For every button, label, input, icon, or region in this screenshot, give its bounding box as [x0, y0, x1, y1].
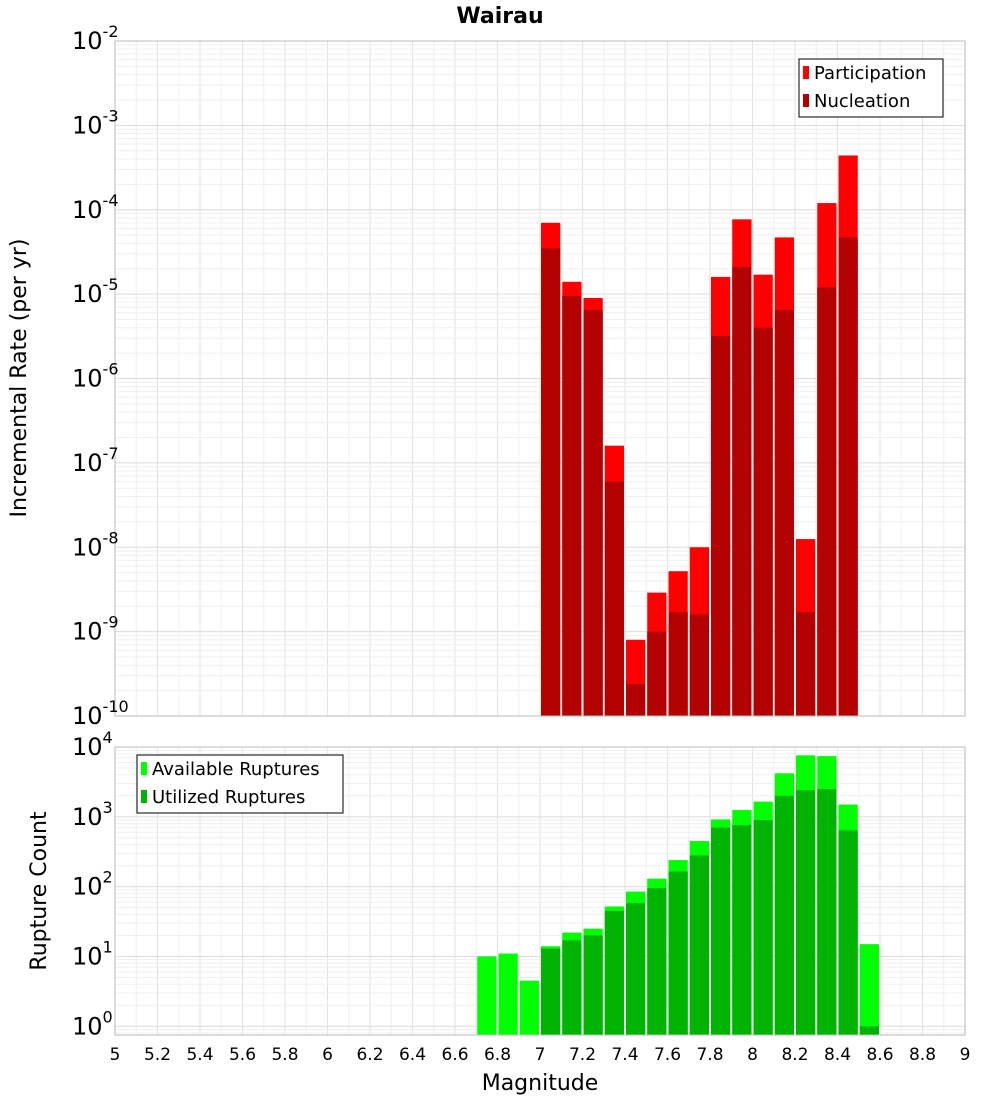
top-legend: Participation Nucleation: [798, 58, 944, 118]
bottom-legend-box: [136, 754, 344, 814]
x-tick-label: 8.6: [866, 1045, 893, 1065]
x-tick-label: 5: [110, 1045, 121, 1065]
x-tick-label: 7.6: [654, 1045, 681, 1065]
bottom-bar-1: [647, 888, 667, 1035]
x-axis-label: Magnitude: [482, 1071, 599, 1096]
x-tick-label: 5.2: [144, 1045, 171, 1065]
top-plot-border: [114, 40, 966, 717]
x-tick-label: 7.8: [696, 1045, 723, 1065]
bottom-bar-1: [859, 1026, 879, 1035]
chart-title: Wairau: [456, 4, 543, 29]
x-tick-label: 5.6: [229, 1045, 256, 1065]
bottom-bar-1: [774, 795, 794, 1035]
top-y-axis-label: Incremental Rate (per yr): [7, 239, 32, 518]
bottom-legend-label: Utilized Ruptures: [152, 787, 305, 808]
bottom-series-1: [541, 789, 879, 1035]
top-bar-1: [604, 481, 624, 716]
top-bar-1: [796, 612, 816, 716]
bottom-bar-1: [668, 871, 688, 1035]
bottom-panel: 104 103 102 101 100 Available Ruptures Utilize…: [72, 728, 966, 1040]
top-legend-label: Participation: [814, 63, 926, 84]
top-bar-1: [562, 296, 582, 716]
top-y-tick-label: 10-9: [72, 613, 119, 646]
top-bar-1: [583, 309, 603, 716]
bottom-y-tick-label: 104: [72, 728, 113, 761]
top-series-1: [541, 237, 858, 717]
top-y-tick-label: 10-6: [72, 360, 119, 393]
top-bar-1: [838, 237, 858, 716]
bottom-legend-swatch: [141, 762, 147, 775]
top-bar-1: [541, 248, 561, 717]
x-tick-label: 7.4: [611, 1045, 638, 1065]
bottom-bar-1: [753, 820, 773, 1035]
top-panel: 10-2 10-3 10-4 10-5 10-6 10-7 10-8 10-9 10-10 Par…: [72, 22, 966, 730]
top-bar-1: [647, 631, 667, 716]
bottom-bar-0: [859, 944, 879, 1035]
bottom-legend-label: Available Ruptures: [152, 759, 320, 780]
x-tick-label: 8.4: [824, 1045, 851, 1065]
top-bar-1: [711, 335, 731, 716]
x-tick-label: 7: [535, 1045, 546, 1065]
top-legend-swatch: [803, 66, 809, 79]
top-y-tick-label: 10-4: [72, 191, 119, 224]
bottom-y-tick-label: 100: [72, 1007, 113, 1040]
bottom-bar-1: [541, 948, 561, 1035]
bottom-legend-swatch: [141, 790, 147, 803]
bottom-y-tick-label: 103: [72, 798, 113, 831]
x-tick-labels: 5 5.2 5.4 5.6 5.8 6 6.2 6.4 6.6 6.8 7 7.2 7.4 7.6 7.8 8…: [110, 1045, 971, 1065]
x-tick-label: 6.2: [356, 1045, 383, 1065]
top-bar-1: [689, 614, 709, 716]
top-y-tick-label: 10-3: [72, 106, 119, 139]
top-legend-label: Nucleation: [814, 91, 910, 112]
x-tick-label: 8.8: [909, 1045, 936, 1065]
bottom-y-tick-label: 102: [72, 868, 113, 901]
top-y-tick-label: 10-7: [72, 444, 119, 477]
bottom-bar-1: [626, 903, 646, 1035]
bottom-legend: Available Ruptures Utilized Ruptures: [136, 754, 344, 814]
top-bar-1: [774, 309, 794, 716]
top-bar-1: [732, 266, 752, 716]
bottom-y-tick-label: 101: [72, 937, 113, 970]
bottom-bar-1: [796, 790, 816, 1035]
top-bar-1: [817, 287, 837, 716]
top-y-tick-label: 10-10: [72, 697, 129, 730]
bottom-plot-border: [114, 746, 966, 1036]
x-tick-label: 6: [322, 1045, 333, 1065]
x-tick-label: 8: [747, 1045, 758, 1065]
bottom-bar-0: [498, 953, 518, 1035]
top-legend-swatch: [803, 94, 809, 107]
bottom-bar-1: [732, 825, 752, 1035]
top-y-tick-label: 10-5: [72, 275, 119, 308]
top-bar-1: [626, 683, 646, 716]
bottom-bar-1: [583, 935, 603, 1035]
top-bar-1: [753, 327, 773, 716]
x-tick-label: 6.8: [484, 1045, 511, 1065]
top-grid: [114, 40, 966, 717]
bottom-bar-1: [711, 827, 731, 1035]
x-tick-label: 9: [960, 1045, 971, 1065]
top-y-tick-label: 10-8: [72, 528, 119, 561]
top-legend-box: [798, 58, 944, 118]
bottom-bar-1: [562, 940, 582, 1035]
x-tick-label: 6.4: [399, 1045, 426, 1065]
x-tick-label: 7.2: [569, 1045, 596, 1065]
bottom-bar-1: [689, 855, 709, 1035]
bottom-bar-0: [519, 980, 539, 1035]
bottom-y-axis-label: Rupture Count: [27, 811, 52, 971]
x-tick-label: 5.4: [186, 1045, 213, 1065]
bottom-bar-1: [838, 830, 858, 1035]
top-y-tick-label: 10-2: [72, 22, 119, 55]
bottom-bar-1: [817, 789, 837, 1035]
x-tick-label: 5.8: [271, 1045, 298, 1065]
top-bar-1: [668, 612, 688, 716]
bottom-bar-1: [604, 910, 624, 1035]
x-tick-label: 6.6: [441, 1045, 468, 1065]
x-tick-label: 8.2: [781, 1045, 808, 1065]
bottom-bar-0: [477, 956, 497, 1035]
